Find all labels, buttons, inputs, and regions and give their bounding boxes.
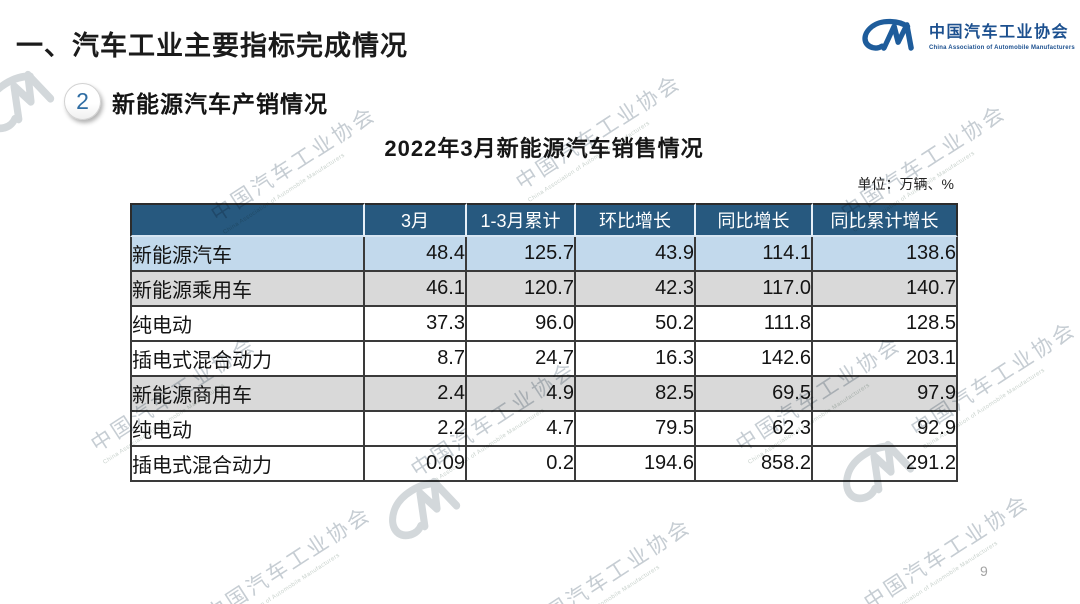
row-label: 纯电动 <box>130 412 365 447</box>
watermark-logo-icon <box>0 57 67 147</box>
table-row: 纯电动 37.3 96.0 50.2 111.8 128.5 <box>130 307 958 342</box>
caam-logo-mark-icon <box>860 15 920 55</box>
cell-value: 42.3 <box>576 272 696 307</box>
table-title: 2022年3月新能源汽车销售情况 <box>384 136 704 161</box>
cell-value: 62.3 <box>696 412 813 447</box>
table-row: 新能源汽车 48.4 125.7 43.9 114.1 138.6 <box>130 237 958 272</box>
col-header-mom-growth: 环比增长 <box>576 203 696 237</box>
cell-value: 8.7 <box>365 342 467 377</box>
cell-value: 194.6 <box>576 447 696 482</box>
unit-note: 单位：万辆、% <box>857 176 954 192</box>
caam-logo-text: 中国汽车工业协会 China Association of Automobile… <box>929 15 1075 51</box>
cell-value: 138.6 <box>813 237 958 272</box>
table-body: 新能源汽车 48.4 125.7 43.9 114.1 138.6 新能源乘用车… <box>130 237 958 482</box>
cell-value: 43.9 <box>576 237 696 272</box>
caam-logo: 中国汽车工业协会 China Association of Automobile… <box>860 15 1075 55</box>
page-number: 9 <box>980 563 988 579</box>
nev-sales-table: 3月 1-3月累计 环比增长 同比增长 同比累计增长 新能源汽车 48.4 12… <box>130 203 958 482</box>
table-row: 新能源乘用车 46.1 120.7 42.3 117.0 140.7 <box>130 272 958 307</box>
cell-value: 114.1 <box>696 237 813 272</box>
cell-value: 4.7 <box>467 412 576 447</box>
col-header-march: 3月 <box>365 203 467 237</box>
cell-value: 128.5 <box>813 307 958 342</box>
cell-value: 50.2 <box>576 307 696 342</box>
header-row: 3月 1-3月累计 环比增长 同比增长 同比累计增长 <box>130 203 958 237</box>
section-number-badge: 2 <box>64 83 101 120</box>
col-header-cumulative: 1-3月累计 <box>467 203 576 237</box>
cell-value: 2.2 <box>365 412 467 447</box>
cell-value: 2.4 <box>365 377 467 412</box>
table-row: 新能源商用车 2.4 4.9 82.5 69.5 97.9 <box>130 377 958 412</box>
cell-value: 46.1 <box>365 272 467 307</box>
col-header-yoy-growth: 同比增长 <box>696 203 813 237</box>
cell-value: 203.1 <box>813 342 958 377</box>
cell-value: 16.3 <box>576 342 696 377</box>
cell-value: 111.8 <box>696 307 813 342</box>
cell-value: 125.7 <box>467 237 576 272</box>
cell-value: 79.5 <box>576 412 696 447</box>
col-header-category <box>130 203 365 237</box>
cell-value: 0.2 <box>467 447 576 482</box>
cell-value: 96.0 <box>467 307 576 342</box>
row-label: 插电式混合动力 <box>130 447 365 482</box>
cell-value: 97.9 <box>813 377 958 412</box>
cell-value: 4.9 <box>467 377 576 412</box>
page-title: 一、汽车工业主要指标完成情况 <box>16 31 408 61</box>
cell-value: 37.3 <box>365 307 467 342</box>
cell-value: 0.09 <box>365 447 467 482</box>
row-label: 新能源汽车 <box>130 237 365 272</box>
cell-value: 120.7 <box>467 272 576 307</box>
cell-value: 858.2 <box>696 447 813 482</box>
table-row: 纯电动 2.2 4.7 79.5 62.3 92.9 <box>130 412 958 447</box>
cell-value: 140.7 <box>813 272 958 307</box>
row-label: 新能源乘用车 <box>130 272 365 307</box>
cell-value: 142.6 <box>696 342 813 377</box>
logo-name-zh: 中国汽车工业协会 <box>929 24 1070 41</box>
cell-value: 69.5 <box>696 377 813 412</box>
cell-value: 48.4 <box>365 237 467 272</box>
cell-value: 92.9 <box>813 412 958 447</box>
cell-value: 117.0 <box>696 272 813 307</box>
table-row: 插电式混合动力 0.09 0.2 194.6 858.2 291.2 <box>130 447 958 482</box>
cell-value: 82.5 <box>576 377 696 412</box>
table-row: 插电式混合动力 8.7 24.7 16.3 142.6 203.1 <box>130 342 958 377</box>
section-title: 新能源汽车产销情况 <box>112 90 328 117</box>
row-label: 新能源商用车 <box>130 377 365 412</box>
logo-name-en: China Association of Automobile Manufact… <box>929 45 1075 51</box>
cell-value: 291.2 <box>813 447 958 482</box>
row-label: 插电式混合动力 <box>130 342 365 377</box>
table-header: 3月 1-3月累计 环比增长 同比增长 同比累计增长 <box>130 203 958 237</box>
section-heading: 2 新能源汽车产销情况 <box>64 83 328 120</box>
row-label: 纯电动 <box>130 307 365 342</box>
cell-value: 24.7 <box>467 342 576 377</box>
col-header-yoy-cumulative-growth: 同比累计增长 <box>813 203 958 237</box>
